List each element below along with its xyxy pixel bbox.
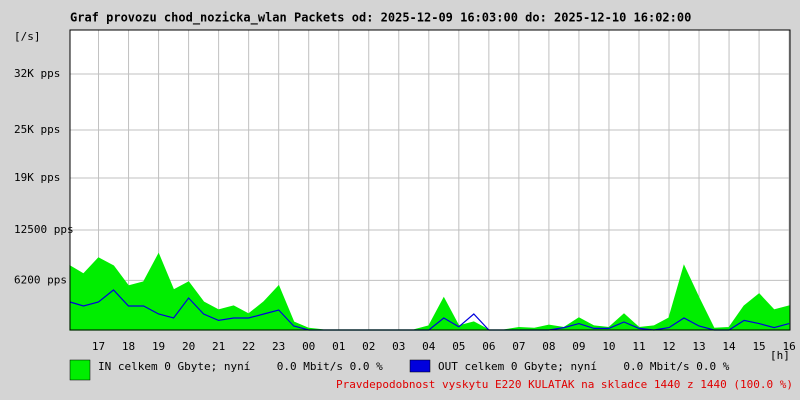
footer-note: Pravdepodobnost vyskytu E220 KULATAK na … — [336, 378, 793, 391]
legend-swatch — [69, 359, 91, 381]
y-tick-label: 25K pps — [14, 123, 60, 136]
x-tick-label: 20 — [182, 340, 195, 353]
x-tick-label: 09 — [572, 340, 585, 353]
x-tick-label: 19 — [152, 340, 165, 353]
x-tick-label: 01 — [332, 340, 345, 353]
x-tick-label: 23 — [272, 340, 285, 353]
x-tick-label: 18 — [122, 340, 135, 353]
x-tick-label: 04 — [422, 340, 436, 353]
y-tick-label: 12500 pps — [14, 223, 74, 236]
x-tick-label: 16 — [782, 340, 795, 353]
x-tick-label: 22 — [242, 340, 255, 353]
legend-label: OUT celkem 0 Gbyte; nyní 0.0 Mbit/s 0.0 … — [438, 360, 730, 373]
y-axis-unit: [/s] — [14, 30, 41, 43]
x-tick-label: 13 — [692, 340, 705, 353]
x-tick-label: 07 — [512, 340, 525, 353]
legend-label: IN celkem 0 Gbyte; nyní 0.0 Mbit/s 0.0 % — [98, 360, 383, 373]
x-tick-label: 10 — [602, 340, 615, 353]
x-tick-label: 02 — [362, 340, 375, 353]
series-area — [69, 252, 790, 331]
x-tick-label: 15 — [752, 340, 765, 353]
x-tick-label: 11 — [632, 340, 645, 353]
x-tick-label: 17 — [92, 340, 105, 353]
x-tick-label: 12 — [662, 340, 675, 353]
x-tick-label: 14 — [722, 340, 736, 353]
chart-title: Graf provozu chod_nozicka_wlan Packets o… — [70, 11, 691, 26]
y-tick-label: 32K pps — [14, 67, 60, 80]
x-tick-label: 21 — [212, 340, 225, 353]
x-tick-label: 00 — [302, 340, 315, 353]
x-tick-label: 03 — [392, 340, 405, 353]
y-tick-label: 6200 pps — [14, 273, 67, 286]
x-tick-label: 05 — [452, 340, 465, 353]
x-axis-unit: [h] — [770, 349, 790, 362]
x-tick-label: 08 — [542, 340, 555, 353]
legend-swatch — [409, 359, 431, 373]
y-tick-label: 19K pps — [14, 171, 60, 184]
plot-border — [69, 29, 791, 331]
x-tick-label: 06 — [482, 340, 495, 353]
